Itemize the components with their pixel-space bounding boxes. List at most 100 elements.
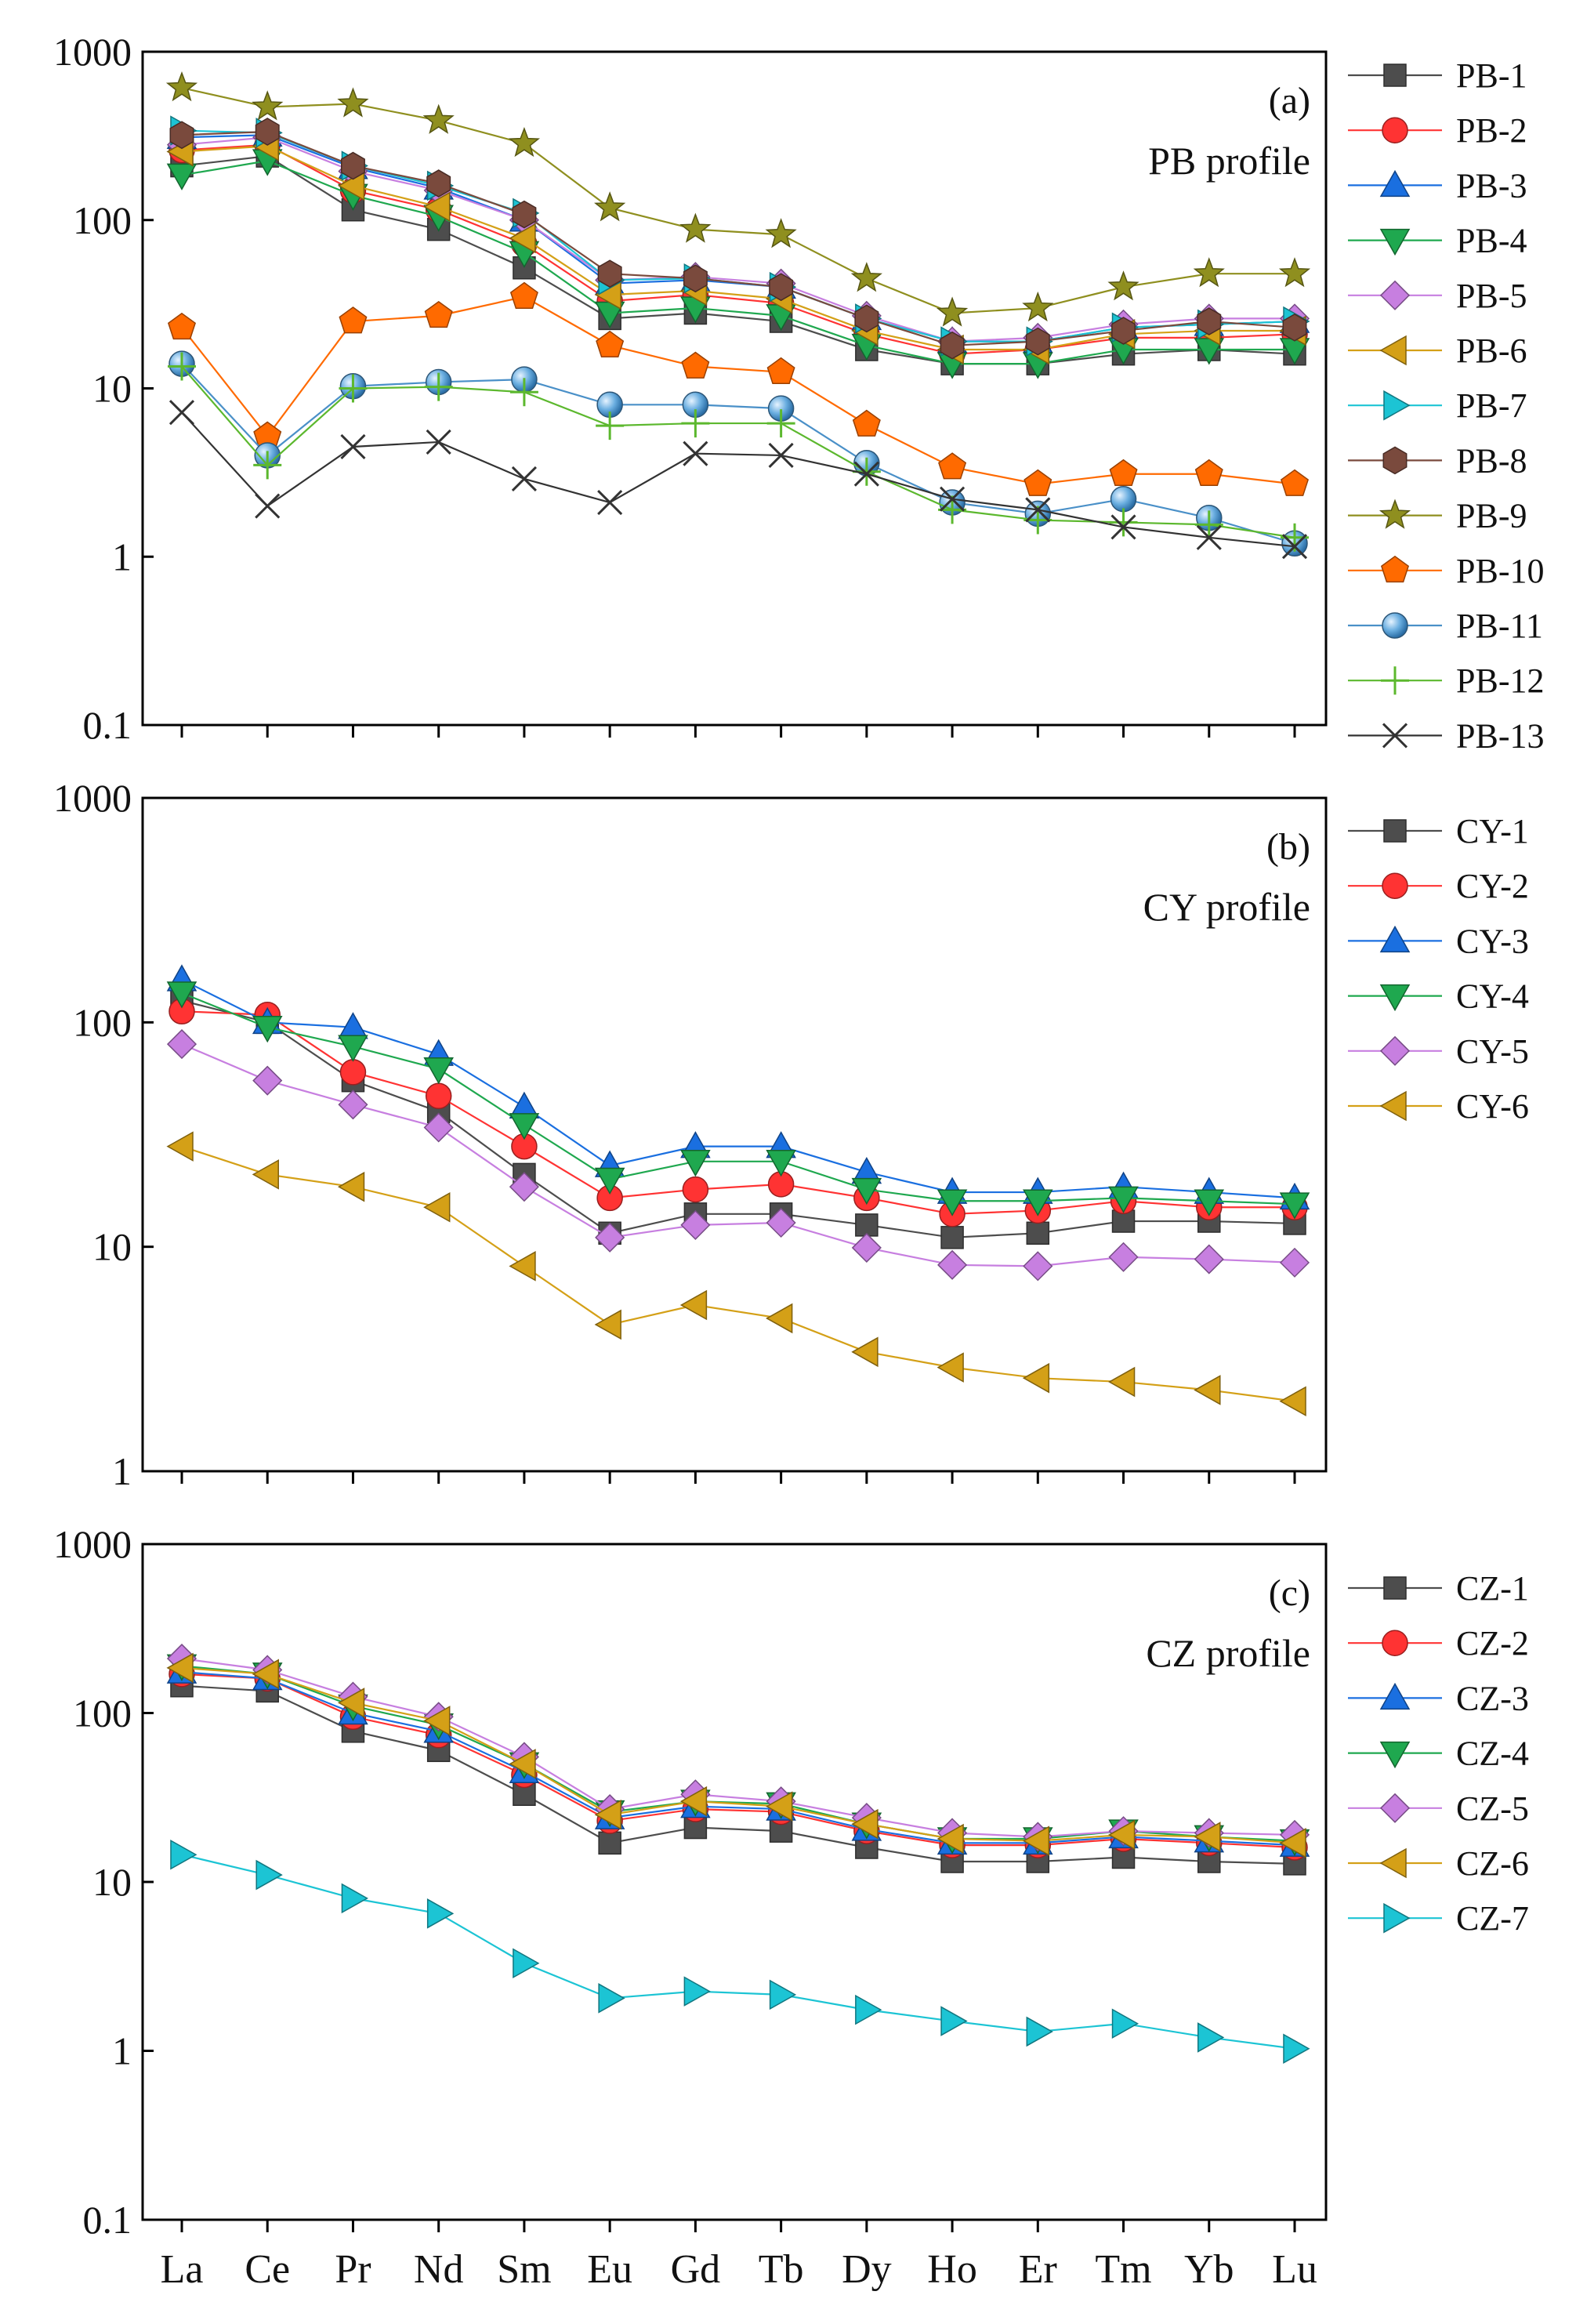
series-line-PB-9 xyxy=(181,87,1295,314)
series-line-CY-4 xyxy=(181,992,1295,1206)
data-point-CY-6-Ce xyxy=(252,1159,279,1190)
data-point-PB-9-Ho xyxy=(936,296,969,327)
data-point-CY-5-Er xyxy=(1023,1251,1053,1282)
legend-marker-PB-4 xyxy=(1379,228,1411,256)
data-point-PB-9-Lu xyxy=(1278,257,1311,288)
data-point-PB-9-Dy xyxy=(850,262,882,292)
legend-marker-CY-1 xyxy=(1383,819,1407,843)
data-point-PB-8-Ce xyxy=(255,118,280,146)
legend-marker-PB-2 xyxy=(1382,117,1408,143)
data-point-PB-12-La xyxy=(168,352,196,381)
data-point-CZ-7-La xyxy=(170,1839,197,1870)
legend-label-CY-4: CY-4 xyxy=(1456,977,1529,1016)
data-point-CY-4-Gd xyxy=(680,1150,711,1177)
data-point-PB-10-Tb xyxy=(766,357,795,385)
data-point-CZ-7-Er xyxy=(1026,2016,1053,2047)
data-point-PB-8-Ho xyxy=(940,331,965,360)
series-line-PB-2 xyxy=(181,143,1295,355)
data-point-CY-5-Ho xyxy=(937,1249,968,1280)
panel-letter: (b) xyxy=(1266,826,1310,868)
data-point-CY-2-Gd xyxy=(682,1176,709,1203)
series-line-PB-10 xyxy=(181,295,1295,485)
x-tick-label-Nd: Nd xyxy=(414,2247,464,2292)
data-point-CY-6-Lu xyxy=(1279,1386,1306,1417)
data-point-CZ-7-Lu xyxy=(1283,2033,1310,2065)
data-point-PB-8-Er xyxy=(1025,327,1050,356)
data-point-CZ-6-Dy xyxy=(851,1808,879,1840)
legend-label-PB-12: PB-12 xyxy=(1456,662,1544,700)
data-point-PB-8-Nd xyxy=(426,169,451,198)
legend-marker-CZ-2 xyxy=(1382,1630,1408,1656)
data-point-CZ-1-Sm xyxy=(513,1782,536,1807)
legend-marker-PB-13 xyxy=(1382,723,1408,749)
y-tick-label: 1000 xyxy=(53,1522,132,1566)
data-point-PB-13-Tb xyxy=(768,442,794,469)
data-point-PB-10-Yb xyxy=(1194,459,1223,487)
data-point-CY-4-Tm xyxy=(1108,1186,1139,1213)
x-tick-label-La: La xyxy=(161,2247,204,2292)
series-PB-8 xyxy=(169,118,1307,360)
data-point-CZ-6-Tb xyxy=(766,1791,793,1822)
x-tick-label-Pr: Pr xyxy=(335,2247,371,2292)
legend-label-PB-7: PB-7 xyxy=(1456,386,1527,425)
series-line-PB-13 xyxy=(181,412,1295,548)
data-point-CZ-7-Tb xyxy=(769,1979,797,2010)
series-line-CY-2 xyxy=(181,1010,1295,1215)
y-tick-label: 0.1 xyxy=(83,2198,132,2242)
data-point-CY-4-Tb xyxy=(766,1150,796,1177)
data-point-CY-5-Eu xyxy=(595,1222,625,1253)
series-CY-4 xyxy=(166,981,1310,1220)
data-point-PB-8-Gd xyxy=(683,264,708,293)
legend-label-CZ-5: CZ-5 xyxy=(1456,1789,1529,1828)
series-CY-2 xyxy=(168,998,1308,1227)
data-point-CY-4-Ho xyxy=(937,1189,968,1216)
data-point-PB-9-La xyxy=(165,71,198,102)
series-line-CZ-2 xyxy=(181,1673,1295,1849)
data-point-PB-9-Gd xyxy=(679,212,712,243)
y-tick-label: 100 xyxy=(73,198,132,242)
plot-frame xyxy=(141,796,1328,1473)
data-point-PB-13-La xyxy=(168,400,195,426)
legend-marker-PB-12 xyxy=(1381,666,1409,695)
data-point-PB-10-Gd xyxy=(681,351,710,379)
x-tick-label-Lu: Lu xyxy=(1272,2247,1317,2292)
data-point-CY-4-Dy xyxy=(851,1177,882,1206)
data-point-CZ-7-Ce xyxy=(255,1859,283,1891)
data-point-CZ-6-La xyxy=(166,1652,194,1684)
data-point-CY-6-Pr xyxy=(337,1171,365,1202)
data-point-CY-6-La xyxy=(166,1131,194,1162)
series-CY-5 xyxy=(166,1029,1310,1282)
data-point-PB-9-Eu xyxy=(594,191,626,222)
data-point-PB-12-Tm xyxy=(1109,508,1138,537)
data-point-PB-10-Eu xyxy=(596,330,625,357)
data-point-CY-5-Tm xyxy=(1108,1242,1139,1272)
legend-marker-PB-8 xyxy=(1382,446,1408,475)
y-tick-label: 1000 xyxy=(53,776,132,820)
y-tick-label: 1 xyxy=(112,535,132,578)
data-point-CY-5-Pr xyxy=(338,1089,368,1120)
x-tick-label-Er: Er xyxy=(1019,2247,1057,2292)
x-tick-label-Tm: Tm xyxy=(1095,2247,1151,2292)
data-point-PB-12-Ce xyxy=(253,451,282,480)
data-point-CY-4-La xyxy=(166,981,197,1009)
data-point-CY-6-Gd xyxy=(679,1289,708,1321)
legend-marker-PB-1 xyxy=(1383,63,1407,87)
series-CY-3 xyxy=(166,964,1310,1210)
data-point-CY-5-Gd xyxy=(680,1209,711,1240)
series-CY-1 xyxy=(170,988,1306,1249)
data-point-CZ-6-Er xyxy=(1022,1825,1050,1856)
legend-label-PB-1: PB-1 xyxy=(1456,56,1527,95)
data-point-PB-9-Ce xyxy=(252,90,284,121)
data-point-PB-6-Nd xyxy=(423,191,451,223)
data-point-CY-1-Ho xyxy=(940,1226,964,1249)
data-point-PB-10-Pr xyxy=(339,306,368,334)
data-point-PB-8-Pr xyxy=(340,151,365,180)
data-point-CY-6-Er xyxy=(1022,1362,1050,1394)
data-point-PB-11-Tm xyxy=(1110,485,1137,513)
data-point-CY-5-Sm xyxy=(509,1172,539,1202)
panel-profile-title: CZ profile xyxy=(1146,1631,1310,1675)
series-line-CY-5 xyxy=(181,1043,1295,1267)
y-tick-label: 100 xyxy=(73,1000,132,1044)
series-line-PB-4 xyxy=(181,159,1295,365)
data-point-PB-8-Eu xyxy=(597,259,622,288)
